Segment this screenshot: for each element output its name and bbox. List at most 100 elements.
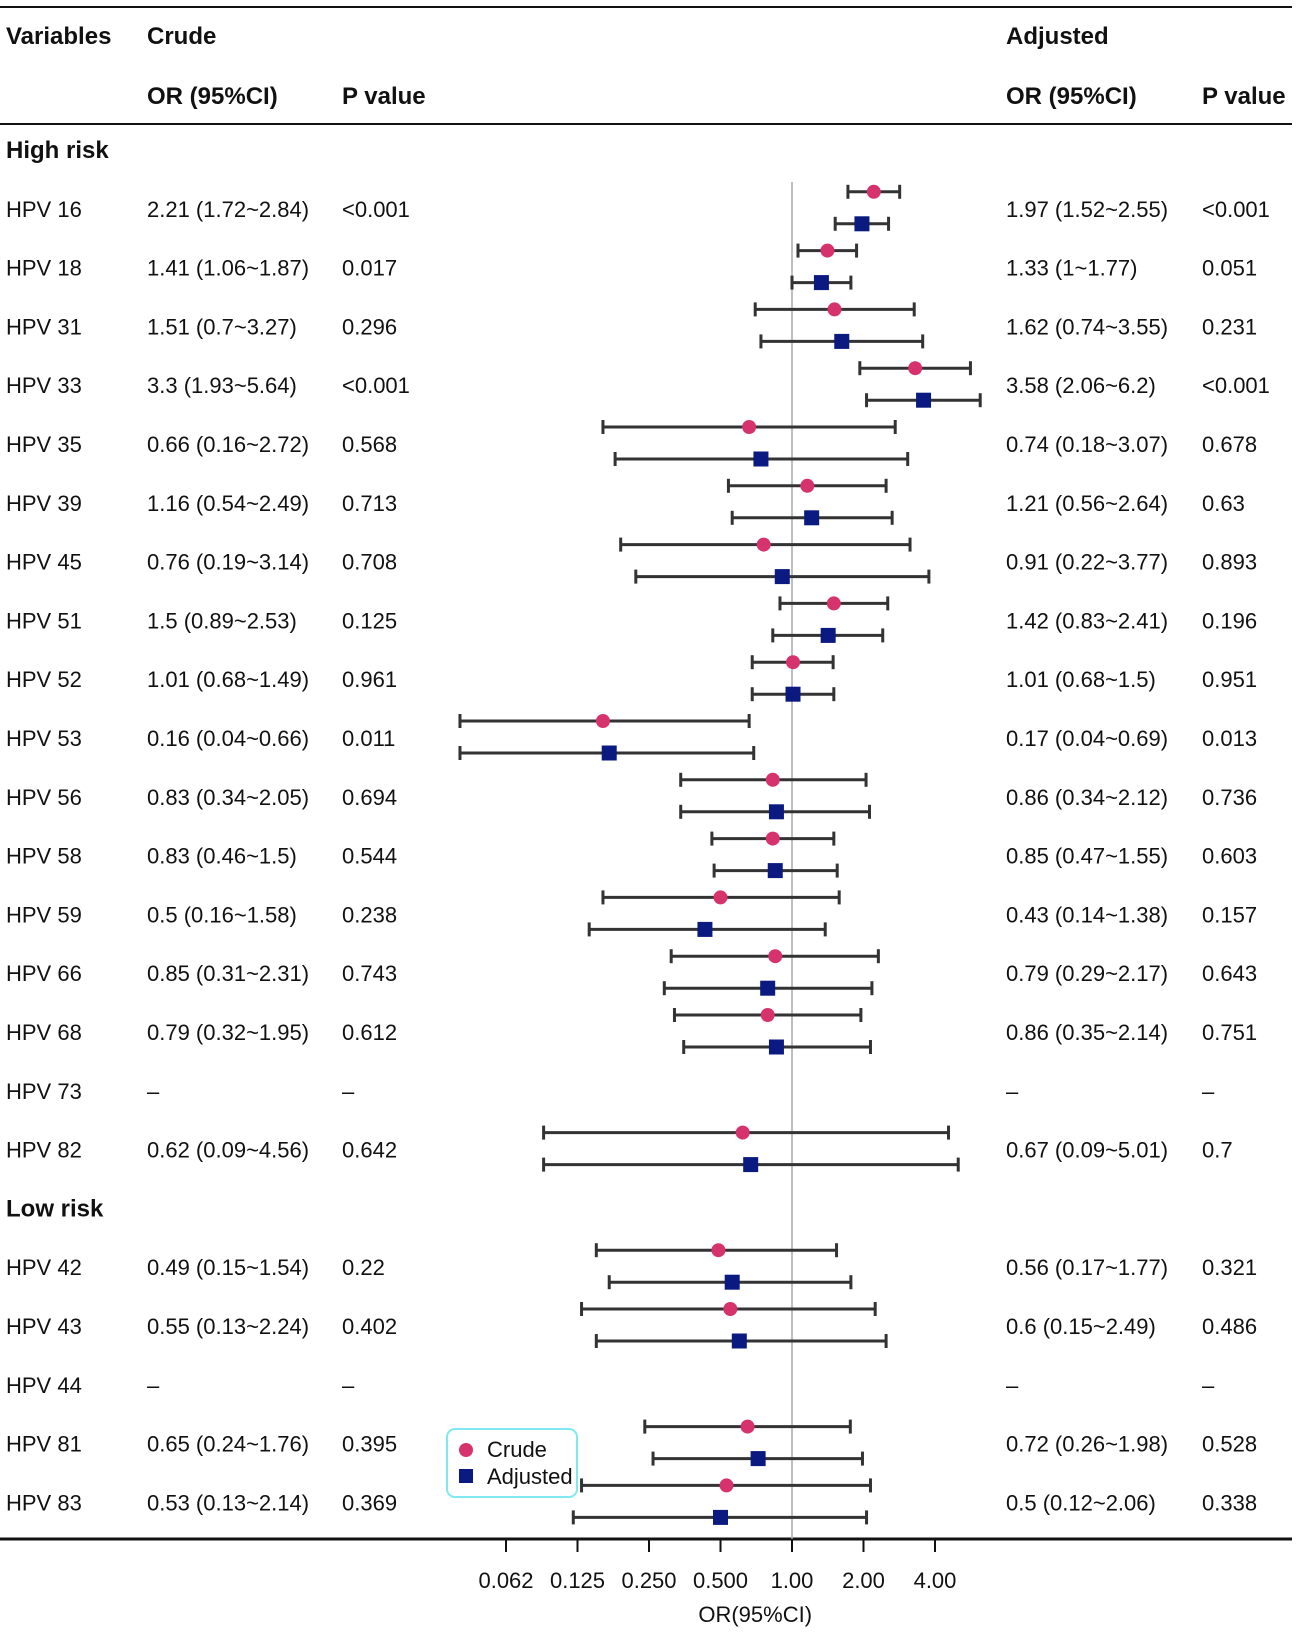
- row-label-hpv-81: HPV 81: [6, 1432, 82, 1457]
- legend: Crude Adjusted: [446, 1428, 578, 1498]
- adjusted-or-ci-hpv-18: 1.33 (1~1.77): [1006, 256, 1137, 281]
- group-label: High risk: [6, 137, 109, 164]
- row-label-hpv-83: HPV 83: [6, 1490, 82, 1515]
- x-tick-label: 0.500: [693, 1568, 748, 1593]
- crude-p-value-hpv-68: 0.612: [342, 1020, 397, 1045]
- hpv-58-crude-point: [765, 831, 780, 846]
- adjusted-p-value-hpv-68: 0.751: [1202, 1020, 1257, 1045]
- adjusted-p-value-hpv-82: 0.7: [1202, 1138, 1233, 1163]
- hpv-83-adjusted-point: [713, 1509, 728, 1525]
- hpv-18-crude-point: [820, 243, 835, 258]
- hpv-68-crude-point: [760, 1008, 775, 1022]
- adjusted-p-value-hpv-56: 0.736: [1202, 785, 1257, 810]
- hpv-33-adjusted-point: [916, 392, 932, 408]
- row-label-hpv-51: HPV 51: [6, 608, 82, 633]
- hpv-82-adjusted-point: [743, 1157, 759, 1173]
- hpv-31-crude-point: [827, 302, 842, 317]
- row-label-hpv-82: HPV 82: [6, 1138, 82, 1163]
- adjusted-p-value-hpv-18: 0.051: [1202, 256, 1257, 281]
- hpv-18-adjusted-point: [813, 275, 829, 291]
- group-label: Low risk: [6, 1195, 104, 1222]
- crude-or-ci-hpv-56: 0.83 (0.34~2.05): [147, 785, 309, 810]
- adjusted-or-ci-hpv-66: 0.79 (0.29~2.17): [1006, 961, 1168, 986]
- crude-p-value-hpv-45: 0.708: [342, 550, 397, 575]
- row-label-hpv-16: HPV 16: [6, 197, 82, 222]
- adjusted-or-ci-hpv-56: 0.86 (0.34~2.12): [1006, 785, 1168, 810]
- row-label-hpv-31: HPV 31: [6, 314, 82, 339]
- hpv-42-adjusted-point: [724, 1274, 740, 1290]
- adjusted-or-ci-hpv-59: 0.43 (0.14~1.38): [1006, 902, 1168, 927]
- crude-p-value-hpv-42: 0.22: [342, 1255, 385, 1280]
- header-crude: Crude: [147, 23, 216, 50]
- crude-or-ci-hpv-53: 0.16 (0.04~0.66): [147, 726, 309, 751]
- crude-or-ci-hpv-31: 1.51 (0.7~3.27): [147, 314, 297, 339]
- header-variables: Variables: [6, 23, 111, 50]
- crude-or-ci-hpv-52: 1.01 (0.68~1.49): [147, 667, 309, 692]
- crude-or-ci-hpv-33: 3.3 (1.93~5.64): [147, 373, 297, 398]
- crude-p-value-hpv-58: 0.544: [342, 844, 397, 869]
- table-rows: High risk HPV 16 2.21 (1.72~2.84) <0.001 1.9…: [6, 137, 1270, 1525]
- adjusted-p-value-hpv-51: 0.196: [1202, 608, 1257, 633]
- row-label-hpv-56: HPV 56: [6, 785, 82, 810]
- crude-or-ci-hpv-51: 1.5 (0.89~2.53): [147, 608, 297, 633]
- x-tick-label: 0.250: [621, 1568, 676, 1593]
- x-tick-label: 4.00: [914, 1568, 957, 1593]
- hpv-45-crude-point: [756, 537, 771, 552]
- adjusted-or-ci-hpv-39: 1.21 (0.56~2.64): [1006, 491, 1168, 516]
- x-axis-label: OR(95%CI): [698, 1602, 812, 1627]
- crude-p-value-hpv-73: –: [342, 1079, 355, 1104]
- adjusted-or-ci-hpv-44: –: [1006, 1373, 1019, 1398]
- hpv-66-adjusted-point: [760, 980, 776, 996]
- header-adjusted-p-value: P value: [1202, 83, 1286, 110]
- crude-p-value-hpv-35: 0.568: [342, 432, 397, 457]
- row-label-hpv-45: HPV 45: [6, 550, 82, 575]
- adjusted-p-value-hpv-81: 0.528: [1202, 1432, 1257, 1457]
- hpv-59-crude-point: [713, 890, 728, 905]
- adjusted-or-ci-hpv-58: 0.85 (0.47~1.55): [1006, 844, 1168, 869]
- adjusted-p-value-hpv-53: 0.013: [1202, 726, 1257, 751]
- crude-or-ci-hpv-42: 0.49 (0.15~1.54): [147, 1255, 309, 1280]
- crude-p-value-hpv-39: 0.713: [342, 491, 397, 516]
- crude-or-ci-hpv-59: 0.5 (0.16~1.58): [147, 902, 297, 927]
- hpv-39-crude-point: [800, 478, 815, 493]
- adjusted-p-value-hpv-43: 0.486: [1202, 1314, 1257, 1339]
- adjusted-or-ci-hpv-16: 1.97 (1.52~2.55): [1006, 197, 1168, 222]
- header-adjusted-or-ci: OR (95%CI): [1006, 83, 1137, 110]
- header-crude-p-value: P value: [342, 83, 426, 110]
- crude-p-value-hpv-18: 0.017: [342, 256, 397, 281]
- adjusted-or-ci-hpv-51: 1.42 (0.83~2.41): [1006, 608, 1168, 633]
- row-label-hpv-73: HPV 73: [6, 1079, 82, 1104]
- crude-p-value-hpv-52: 0.961: [342, 667, 397, 692]
- crude-or-ci-hpv-45: 0.76 (0.19~3.14): [147, 550, 309, 575]
- row-label-hpv-52: HPV 52: [6, 667, 82, 692]
- adjusted-or-ci-hpv-45: 0.91 (0.22~3.77): [1006, 550, 1168, 575]
- crude-p-value-hpv-43: 0.402: [342, 1314, 397, 1339]
- row-label-hpv-33: HPV 33: [6, 373, 82, 398]
- crude-or-ci-hpv-35: 0.66 (0.16~2.72): [147, 432, 309, 457]
- crude-p-value-hpv-16: <0.001: [342, 197, 410, 222]
- adjusted-p-value-hpv-33: <0.001: [1202, 373, 1270, 398]
- hpv-51-crude-point: [826, 596, 841, 611]
- hpv-33-crude-point: [908, 361, 923, 376]
- hpv-82-crude-point: [735, 1125, 750, 1140]
- header-adjusted: Adjusted: [1006, 23, 1109, 50]
- hpv-43-crude-point: [723, 1302, 738, 1316]
- adjusted-or-ci-hpv-33: 3.58 (2.06~6.2): [1006, 373, 1156, 398]
- crude-or-ci-hpv-83: 0.53 (0.13~2.14): [147, 1490, 309, 1515]
- crude-or-ci-hpv-73: –: [147, 1079, 160, 1104]
- row-label-hpv-58: HPV 58: [6, 844, 82, 869]
- x-tick-label: 1.00: [771, 1568, 814, 1593]
- hpv-56-adjusted-point: [768, 804, 784, 820]
- crude-p-value-hpv-33: <0.001: [342, 373, 410, 398]
- hpv-52-adjusted-point: [785, 686, 801, 702]
- legend-crude-marker: [459, 1443, 473, 1457]
- row-label-hpv-43: HPV 43: [6, 1314, 82, 1339]
- legend-box: [446, 1428, 578, 1498]
- crude-or-ci-hpv-18: 1.41 (1.06~1.87): [147, 256, 309, 281]
- row-label-hpv-44: HPV 44: [6, 1373, 82, 1398]
- hpv-83-crude-point: [719, 1478, 734, 1493]
- row-label-hpv-59: HPV 59: [6, 902, 82, 927]
- adjusted-p-value-hpv-16: <0.001: [1202, 197, 1270, 222]
- adjusted-p-value-hpv-44: –: [1202, 1373, 1215, 1398]
- row-label-hpv-66: HPV 66: [6, 961, 82, 986]
